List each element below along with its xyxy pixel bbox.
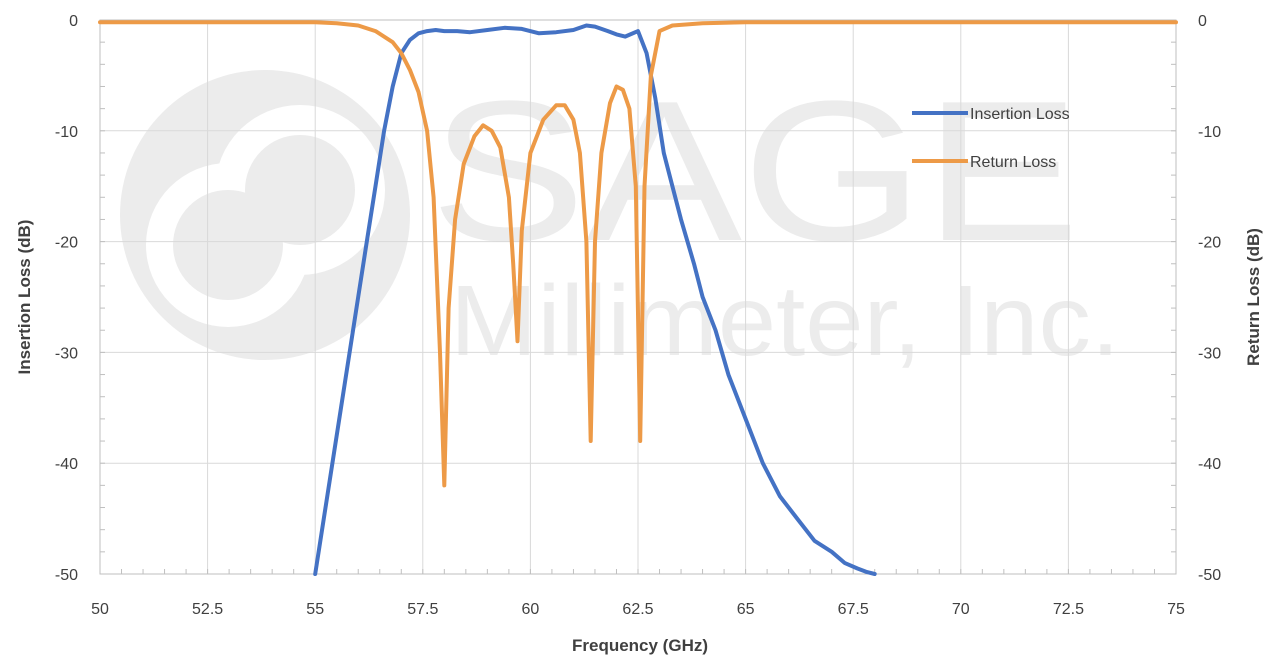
series-line-return-loss [98,20,1178,488]
y-left-tick-label: -50 [55,567,78,584]
x-tick-label: 67.5 [838,601,869,618]
watermark: SAGE Millimeter, Inc. [120,60,1120,377]
x-tick-label: 62.5 [622,601,653,618]
series-group [98,20,1178,576]
y-right-tick-label: 0 [1198,13,1207,30]
x-tick-label: 70 [952,601,970,618]
x-tick-label: 60 [522,601,540,618]
watermark-logo [120,70,410,360]
x-tick-label: 72.5 [1053,601,1084,618]
plot-frame [99,19,1177,575]
y-right-tick-label: -20 [1198,235,1221,252]
y-right-tick-label: -50 [1198,567,1221,584]
x-tick-label: 55 [306,601,324,618]
y-right-tick-label: -10 [1198,124,1221,141]
x-tick-label: 57.5 [407,601,438,618]
legend-label-insertion-loss: Insertion Loss [970,106,1070,123]
y-left-tick-label: -20 [55,235,78,252]
x-tick-label: 52.5 [192,601,223,618]
y-right-tick-label: -40 [1198,456,1221,473]
y-right-tick-label: -30 [1198,345,1221,362]
watermark-title: SAGE [430,60,1080,283]
y-left-tick-label: -10 [55,124,78,141]
x-tick-label: 75 [1167,601,1185,618]
series-line-insertion-loss [313,23,877,576]
x-tick-label: 65 [737,601,755,618]
chart-axes [99,19,1177,575]
x-axis-title: Frequency (GHz) [572,636,708,655]
legend-label-return-loss: Return Loss [970,154,1056,171]
y-axis-left-title: Insertion Loss (dB) [15,220,34,375]
y-left-tick-label: -40 [55,456,78,473]
tick-labels: 50 52.5 55 57.5 60 62.5 65 67.5 70 72.5 75 0 0 -10 -10… [55,13,1221,618]
x-tick-label: 50 [91,601,109,618]
watermark-subtitle: Millimeter, Inc. [450,265,1120,377]
y-left-tick-label: 0 [69,13,78,30]
y-left-tick-label: -30 [55,345,78,362]
legend: Insertion Loss Return Loss [912,106,1070,171]
y-axis-right-title: Return Loss (dB) [1244,228,1263,366]
